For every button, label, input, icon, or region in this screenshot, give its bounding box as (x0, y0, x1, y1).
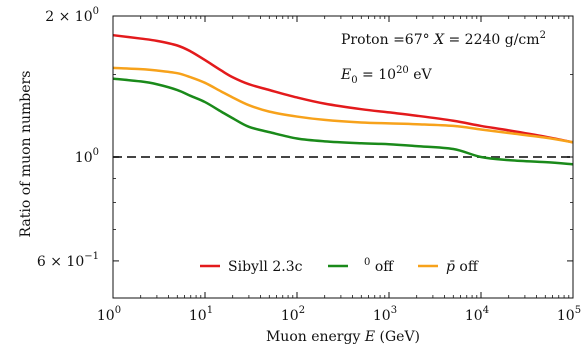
legend-pi0-sup: 0 (364, 257, 370, 268)
annotation-angle: =67° (389, 32, 434, 48)
annotation-energy-value: = 10 (358, 67, 396, 83)
legend-pbar-text: off (455, 259, 479, 275)
x-tick-label: 105 (557, 305, 581, 324)
x-tick-label-exp: 1 (207, 305, 213, 316)
x-tick-label: 104 (465, 305, 489, 324)
y-tick-label-exp: 0 (93, 147, 99, 158)
y-tick-label-base: 6 × 10 (37, 254, 84, 270)
series-line-pi0-off (112, 77, 574, 166)
x-tick-label-base: 10 (373, 308, 391, 324)
series-line-sibyll-2-3c (112, 33, 574, 144)
x-tick-label-exp: 0 (115, 305, 121, 316)
x-axis-title: Muon energy E (GeV) (266, 329, 420, 345)
x-tick-label-exp: 3 (391, 305, 397, 316)
annotation-energy-sub: 0 (351, 75, 357, 86)
annotation-depth: = 2240 g/cm (444, 32, 540, 48)
x-axis-title-part1: Muon energy (266, 329, 365, 345)
annotation-energy-unit: eV (409, 67, 433, 83)
series-line-pbar-off (112, 66, 574, 144)
annotation-energy-exp: 20 (396, 65, 409, 76)
y-tick-label-exp: −1 (84, 251, 99, 262)
x-tick-label-base: 10 (281, 308, 299, 324)
legend-label-sibyll: Sibyll 2.3c (228, 259, 303, 275)
x-axis-title-unit: (GeV) (375, 329, 420, 345)
y-tick-label: 100 (75, 147, 99, 166)
y-tick-label-exp: 0 (93, 6, 99, 17)
chart-series-layer (112, 33, 574, 166)
annotation-energy-var: E (340, 67, 351, 83)
x-tick-label-exp: 5 (575, 305, 581, 316)
x-tick-label-base: 10 (189, 308, 207, 324)
x-tick-label-base: 10 (465, 308, 483, 324)
annotation-particle: Proton (341, 32, 389, 48)
legend-pi0-text: off (370, 259, 394, 275)
legend-label-pi0-off: 0 off (364, 257, 394, 275)
annotation-depth-exp: 2 (540, 30, 546, 41)
y-axis-title: Ratio of muon numbers (18, 71, 34, 238)
x-tick-label-base: 10 (557, 308, 575, 324)
x-tick-label-exp: 2 (299, 305, 305, 316)
x-axis-title-var: E (364, 329, 375, 345)
y-tick-label: 2 × 100 (45, 6, 99, 25)
annotation-energy: E0 = 1020 eV (340, 65, 433, 86)
x-tick-label: 102 (281, 305, 305, 324)
legend-label-pbar-off: p̄ off (446, 259, 479, 275)
x-tick-label-exp: 4 (483, 305, 489, 316)
x-tick-label: 101 (189, 305, 213, 324)
legend: Sibyll 2.3c 0 off p̄ off (200, 257, 479, 275)
legend-pbar-symbol: p̄ (446, 259, 455, 275)
annotation-x-var: X (433, 32, 445, 48)
x-tick-label-base: 10 (97, 308, 115, 324)
x-tick-label: 103 (373, 305, 397, 324)
x-tick-label: 100 (97, 305, 121, 324)
annotation-primary: Proton =67° X = 2240 g/cm2 (341, 30, 546, 48)
y-tick-label: 6 × 10−1 (37, 251, 99, 270)
y-tick-label-base: 10 (75, 150, 93, 166)
y-tick-label-base: 2 × 10 (45, 9, 92, 25)
